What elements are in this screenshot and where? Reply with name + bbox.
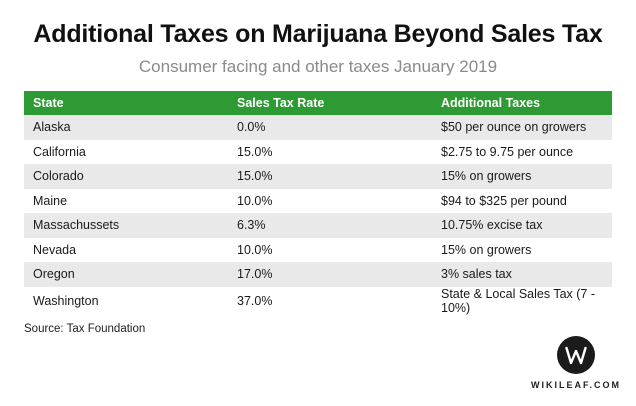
cell-state: Oregon: [33, 267, 75, 282]
cell-sales-tax-rate: 17.0%: [237, 267, 273, 282]
cell-sales-tax-rate: 10.0%: [237, 193, 273, 208]
table-row: Nevada 10.0% 15% on growers: [24, 237, 612, 262]
page-subtitle: Consumer facing and other taxes January …: [138, 57, 498, 76]
table-row: Oregon 17.0% 3% sales tax: [24, 262, 612, 287]
column-header-sales-tax-rate: Sales Tax Rate: [237, 96, 325, 110]
brand-link[interactable]: WIKILEAF.COM: [531, 380, 621, 390]
page-title: Additional Taxes on Marijuana Beyond Sal…: [33, 20, 603, 48]
cell-additional-taxes: 10.75% excise tax: [441, 218, 543, 233]
cell-sales-tax-rate: 6.3%: [237, 218, 266, 233]
table-row: Maine 10.0% $94 to $325 per pound: [24, 188, 612, 213]
cell-state: Massachussets: [33, 218, 120, 233]
cell-additional-taxes: State & Local Sales Tax (7 - 10%): [441, 286, 596, 315]
cell-additional-taxes: $2.75 to 9.75 per ounce: [441, 144, 574, 159]
table-row: Washington 37.0% State & Local Sales Tax…: [24, 286, 612, 315]
table-row: Alaska 0.0% $50 per ounce on growers: [24, 115, 612, 140]
cell-additional-taxes: $50 per ounce on growers: [441, 120, 587, 135]
cell-sales-tax-rate: 10.0%: [237, 242, 273, 257]
cell-additional-taxes: 15% on growers: [441, 242, 532, 257]
table-row: California 15.0% $2.75 to 9.75 per ounce: [24, 139, 612, 164]
cell-sales-tax-rate: 0.0%: [237, 120, 266, 135]
cell-sales-tax-rate: 15.0%: [237, 144, 273, 159]
cell-state: California: [33, 144, 86, 159]
table-row: Colorado 15.0% 15% on growers: [24, 164, 612, 189]
cell-sales-tax-rate: 15.0%: [237, 169, 273, 184]
cell-state: Maine: [33, 193, 68, 208]
cell-state: Nevada: [33, 242, 77, 257]
cell-additional-taxes: $94 to $325 per pound: [441, 193, 567, 208]
column-header-state: State: [33, 96, 64, 110]
cell-additional-taxes: 3% sales tax: [441, 267, 512, 282]
cell-state: Colorado: [33, 169, 84, 184]
table-row: Massachussets 6.3% 10.75% excise tax: [24, 213, 612, 238]
column-header-additional-taxes: Additional Taxes: [441, 96, 541, 110]
cell-sales-tax-rate: 37.0%: [237, 293, 273, 308]
cell-state: Alaska: [33, 120, 71, 135]
cell-state: Washington: [33, 293, 99, 308]
source-note: Source: Tax Foundation: [24, 323, 146, 335]
w-letter-icon: [565, 346, 587, 365]
table-header-row: State Sales Tax Rate Additional Taxes: [24, 91, 612, 115]
wikileaf-w-logo-icon[interactable]: [557, 336, 595, 374]
tax-table: State Sales Tax Rate Additional Taxes Al…: [24, 91, 612, 315]
cell-additional-taxes: 15% on growers: [441, 169, 532, 184]
